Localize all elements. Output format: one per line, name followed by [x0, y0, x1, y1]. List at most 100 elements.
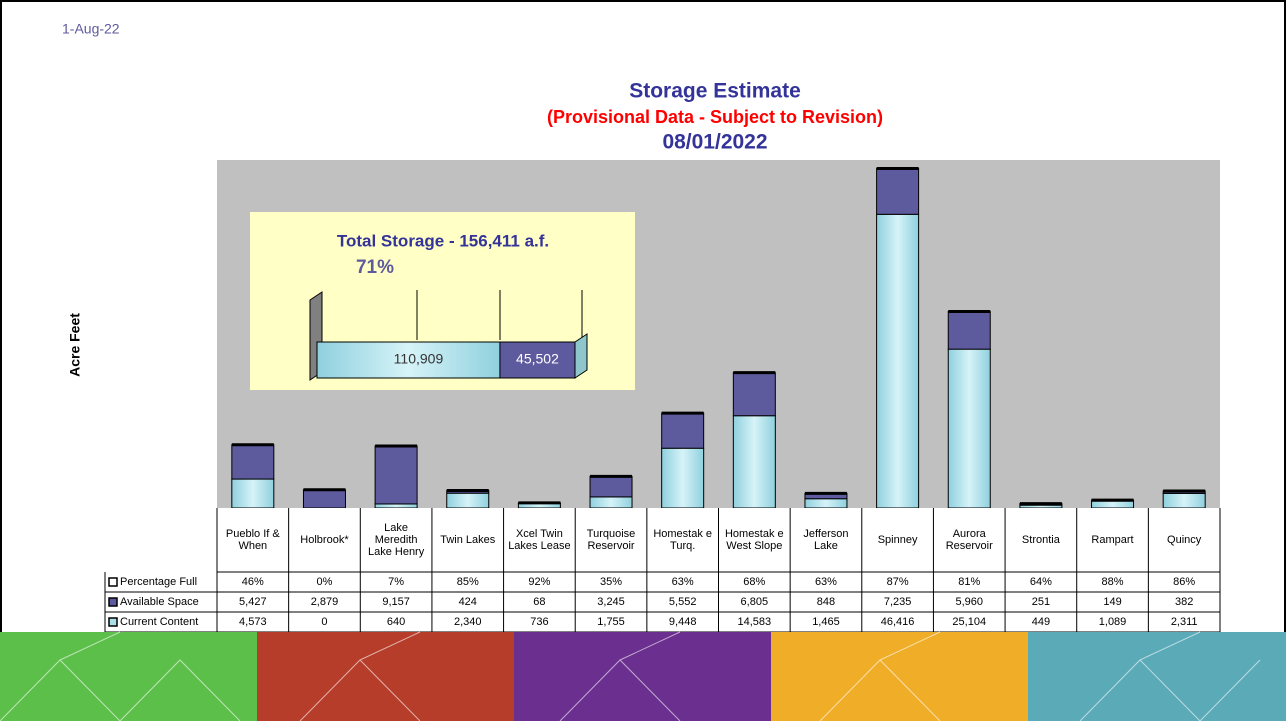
footer-band: [1028, 632, 1286, 721]
table-value: 68: [533, 596, 545, 608]
table-value: 1,089: [1099, 616, 1127, 628]
x-tick-label: Homestak e Turq.: [647, 508, 719, 572]
category-cell: Lake Meredith Lake Henry: [360, 508, 432, 572]
bar-segment: [590, 476, 632, 497]
footer: [0, 632, 1286, 721]
footer-band: [0, 632, 257, 721]
chart-date: 08/01/2022: [662, 131, 767, 154]
chart-title: Storage Estimate: [629, 80, 801, 103]
table-value: 85%: [457, 576, 479, 588]
bar-segment: [733, 373, 775, 416]
category-cell: Rampart: [1077, 508, 1149, 572]
table-value: 46%: [242, 576, 264, 588]
legend-label: Available Space: [120, 596, 199, 608]
table-value: 4,573: [239, 616, 267, 628]
table-value: 64%: [1030, 576, 1052, 588]
table-value: 2,340: [454, 616, 482, 628]
table-value: 81%: [958, 576, 980, 588]
category-cell: Aurora Reservoir: [933, 508, 1005, 572]
x-tick-label: Strontia: [1005, 508, 1077, 572]
inset-title: Total Storage - 156,411 a.f.: [337, 231, 549, 250]
inset-value-label: 45,502: [516, 351, 559, 367]
bar-segment: [662, 448, 704, 508]
table-value: 640: [387, 616, 405, 628]
footer-band: [257, 632, 514, 721]
bar-segment: [232, 445, 274, 479]
y-axis-label: Acre Feet: [67, 313, 83, 377]
table-value: 7,235: [884, 596, 912, 608]
slide: 1-Aug-22 Storage Estimate (Provisional D…: [0, 0, 1286, 721]
legend-swatch: [109, 578, 117, 586]
table-value: 5,427: [239, 596, 267, 608]
table-value: 2,879: [311, 596, 339, 608]
table-value: 88%: [1102, 576, 1124, 588]
bar-segment: [590, 497, 632, 508]
table-value: 149: [1103, 596, 1121, 608]
table-value: 0%: [317, 576, 333, 588]
bar-segment: [1163, 493, 1205, 508]
x-tick-label: Rampart: [1077, 508, 1149, 572]
table-value: 424: [459, 596, 477, 608]
table-value: 1,465: [812, 616, 840, 628]
table-value: 25,104: [952, 616, 986, 628]
bar-segment: [805, 499, 847, 508]
table-value: 63%: [672, 576, 694, 588]
bar-segment: [733, 416, 775, 508]
footer-band: [771, 632, 1028, 721]
category-cell: Homestak e Turq.: [647, 508, 719, 572]
date-stamp: 1-Aug-22: [62, 21, 120, 37]
table-value: 2,311: [1171, 616, 1198, 628]
footer-band: [514, 632, 771, 721]
table-value: 14,583: [737, 616, 771, 628]
table-value: 9,157: [382, 596, 410, 608]
bar-segment: [877, 214, 919, 508]
x-tick-label: Jefferson Lake: [790, 508, 862, 572]
table-value: 3,245: [597, 596, 625, 608]
legend-swatch: [109, 598, 117, 606]
legend-label: Percentage Full: [120, 576, 197, 588]
category-cell: Twin Lakes: [432, 508, 504, 572]
category-cell: Strontia: [1005, 508, 1077, 572]
x-tick-label: Holbrook*: [289, 508, 361, 572]
table-value: 7%: [388, 576, 404, 588]
x-tick-label: Homestak e West Slope: [719, 508, 791, 572]
x-tick-label: Aurora Reservoir: [933, 508, 1005, 572]
category-cell: Spinney: [862, 508, 934, 572]
x-tick-label: Twin Lakes: [432, 508, 504, 572]
table-value: 449: [1032, 616, 1050, 628]
bar-segment: [877, 169, 919, 215]
table-value: 35%: [600, 576, 622, 588]
x-tick-label: Pueblo If & When: [217, 508, 289, 572]
inset-value-label: 110,909: [394, 351, 444, 367]
x-tick-label: Spinney: [862, 508, 934, 572]
bar-segment: [303, 490, 345, 508]
bar-segment: [232, 479, 274, 508]
bar-segment: [447, 493, 489, 508]
bar-segment: [1092, 501, 1134, 508]
table-value: 6,805: [741, 596, 769, 608]
category-cell: Jefferson Lake: [790, 508, 862, 572]
bar-segment: [948, 311, 990, 349]
x-tick-label: Xcel Twin Lakes Lease: [504, 508, 576, 572]
bar-segment: [375, 446, 417, 504]
table-value: 5,960: [955, 596, 983, 608]
category-cell: Homestak e West Slope: [719, 508, 791, 572]
inset-percent: 71%: [356, 257, 394, 278]
table-value: 68%: [743, 576, 765, 588]
table-value: 9,448: [669, 616, 697, 628]
table-value: 63%: [815, 576, 837, 588]
bar-segment: [948, 349, 990, 508]
table-value: 86%: [1173, 576, 1195, 588]
table-value: 251: [1032, 596, 1050, 608]
category-cell: Holbrook*: [289, 508, 361, 572]
table-value: 87%: [887, 576, 909, 588]
x-tick-label: Turquoise Reservoir: [575, 508, 647, 572]
table-value: 848: [817, 596, 835, 608]
table-value: 5,552: [669, 596, 697, 608]
category-cell: Quincy: [1148, 508, 1220, 572]
chart-subtitle: (Provisional Data - Subject to Revision): [547, 107, 883, 127]
category-cell: Xcel Twin Lakes Lease: [504, 508, 576, 572]
x-tick-label: Quincy: [1148, 508, 1220, 572]
inset-decor: [575, 334, 587, 378]
legend-label: Current Content: [120, 616, 198, 628]
